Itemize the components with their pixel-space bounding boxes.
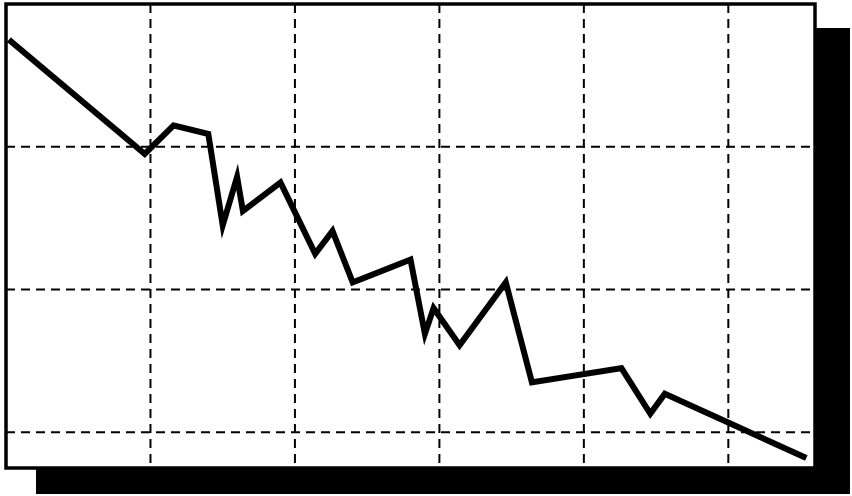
grid-lines — [6, 4, 815, 468]
plot-background — [6, 4, 815, 468]
series-line — [6, 37, 808, 461]
plot-frame — [4, 2, 817, 470]
